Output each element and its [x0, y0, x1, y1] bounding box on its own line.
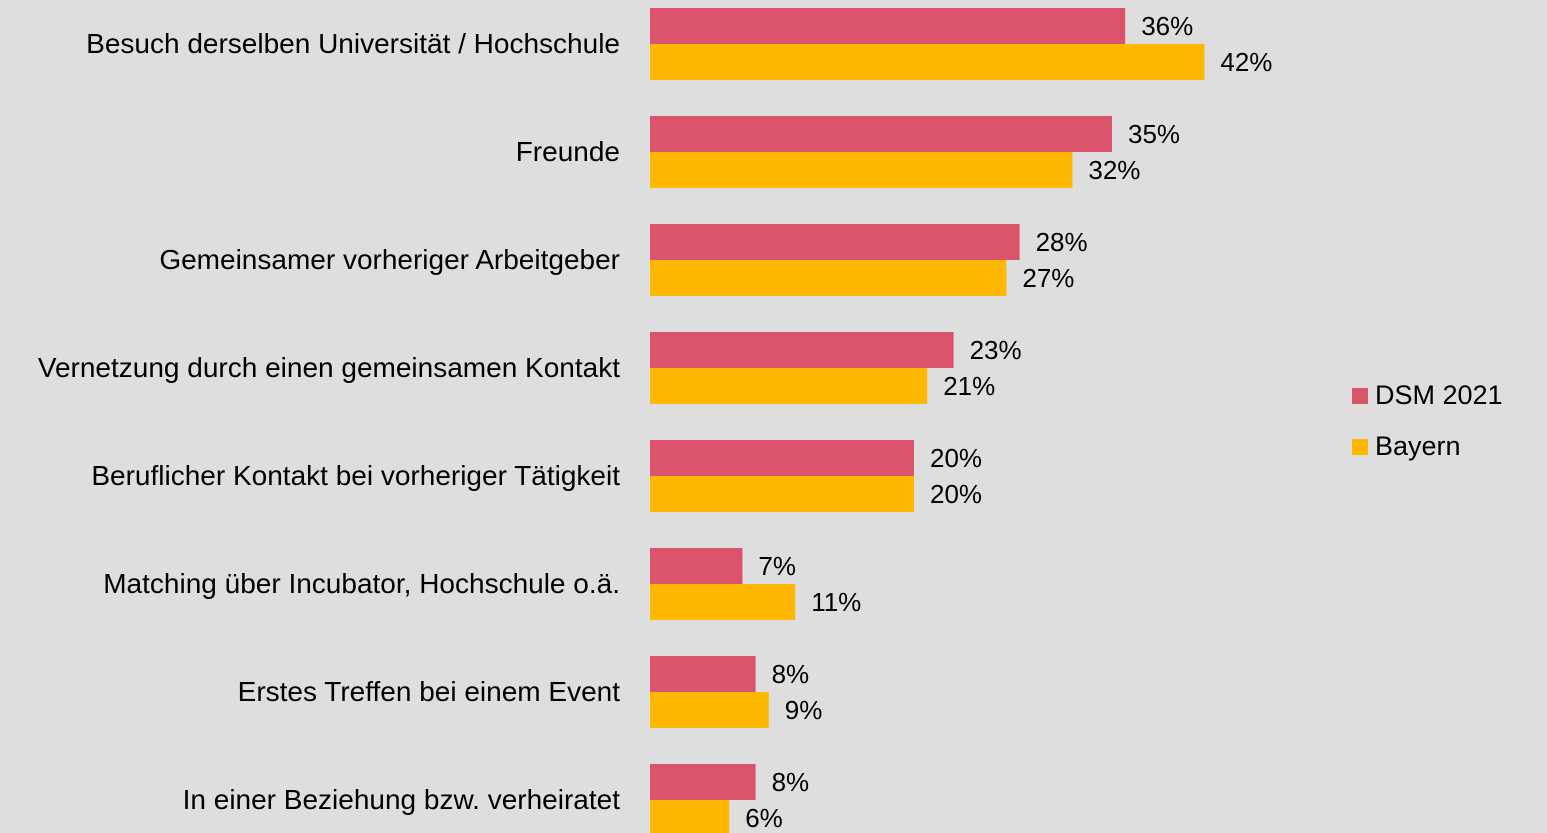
- value-label: 20%: [930, 479, 982, 509]
- bar: [650, 584, 796, 620]
- legend-label: Bayern: [1375, 431, 1461, 461]
- value-label: 28%: [1036, 227, 1088, 257]
- value-label: 27%: [1022, 263, 1074, 293]
- value-label: 6%: [745, 803, 783, 833]
- bar: [650, 44, 1205, 80]
- value-label: 9%: [785, 695, 823, 725]
- category-label: Gemeinsamer vorheriger Arbeitgeber: [159, 244, 620, 275]
- bar: [650, 8, 1126, 44]
- category-label: Vernetzung durch einen gemeinsamen Konta…: [37, 352, 620, 383]
- value-label: 20%: [930, 443, 982, 473]
- bar: [650, 368, 928, 404]
- category-label: Matching über Incubator, Hochschule o.ä.: [103, 568, 620, 599]
- bar: [650, 800, 730, 833]
- value-label: 7%: [758, 551, 796, 581]
- bar: [650, 764, 756, 800]
- bar: [650, 476, 914, 512]
- value-label: 8%: [772, 659, 810, 689]
- bar: [650, 152, 1073, 188]
- category-label: Erstes Treffen bei einem Event: [237, 676, 620, 707]
- bar: [650, 260, 1007, 296]
- bar: [650, 440, 914, 476]
- value-label: 32%: [1088, 155, 1140, 185]
- value-label: 42%: [1220, 47, 1272, 77]
- value-label: 11%: [811, 587, 861, 617]
- category-label: In einer Beziehung bzw. verheiratet: [182, 784, 620, 815]
- bar: [650, 656, 756, 692]
- bar: [650, 116, 1112, 152]
- legend-swatch: [1352, 388, 1368, 404]
- bar: [650, 548, 743, 584]
- value-label: 36%: [1141, 11, 1193, 41]
- legend-swatch: [1352, 439, 1368, 455]
- bar: [650, 224, 1020, 260]
- legend-label: DSM 2021: [1375, 380, 1503, 410]
- category-label: Besuch derselben Universität / Hochschul…: [86, 28, 620, 59]
- value-label: 35%: [1128, 119, 1180, 149]
- value-label: 23%: [970, 335, 1022, 365]
- category-label: Freunde: [515, 136, 620, 167]
- bar: [650, 692, 769, 728]
- category-label: Beruflicher Kontakt bei vorheriger Tätig…: [91, 460, 620, 491]
- bar: [650, 332, 954, 368]
- value-label: 21%: [943, 371, 995, 401]
- value-label: 8%: [772, 767, 810, 797]
